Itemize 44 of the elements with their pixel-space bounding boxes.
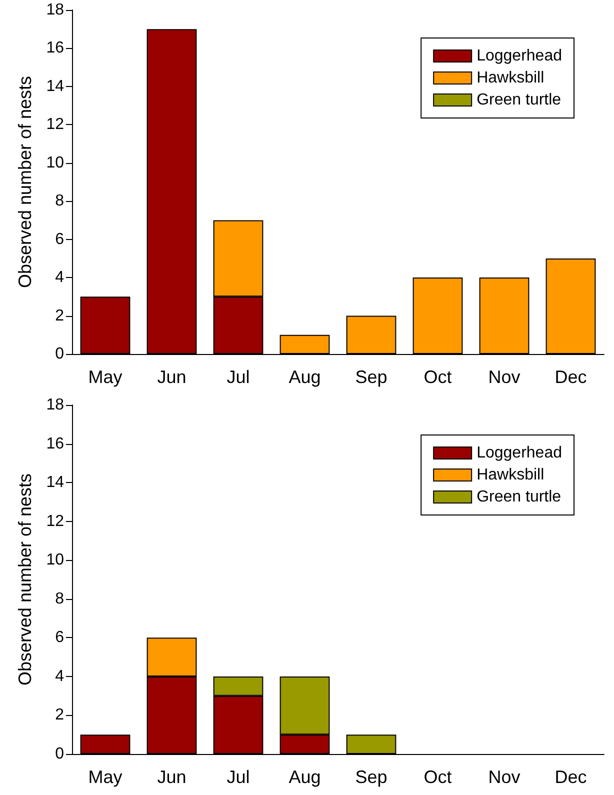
y-tick-label: 18 — [46, 396, 64, 414]
x-tick-label: May — [88, 367, 122, 387]
y-tick-label: 4 — [55, 269, 64, 286]
y-tick-label: 2 — [55, 307, 64, 324]
y-tick-label: 4 — [55, 668, 64, 685]
y-tick-label: 16 — [46, 40, 64, 57]
legend-label: Loggerhead — [476, 444, 562, 462]
x-tick-label: Nov — [488, 367, 520, 387]
x-tick-label: Oct — [424, 767, 452, 787]
y-axis-title: Observed number of nests — [15, 76, 35, 288]
x-tick-label: Jun — [157, 367, 186, 387]
y-tick-label: 10 — [46, 154, 64, 172]
x-tick-label: Sep — [355, 367, 388, 387]
y-axis-title: Observed number of nests — [15, 473, 35, 686]
y-tick-label: 12 — [46, 116, 64, 134]
legend-label: Hawksbill — [476, 466, 544, 484]
legend-label: Green turtle — [476, 488, 562, 506]
x-tick-label: Jul — [226, 767, 250, 787]
y-tick-label: 8 — [55, 192, 64, 210]
x-tick-label: Dec — [554, 367, 587, 387]
y-tick-label: 14 — [46, 474, 64, 492]
y-tick-label: 16 — [46, 435, 64, 452]
y-tick-label: 14 — [46, 78, 64, 95]
y-tick-label: 18 — [46, 2, 64, 18]
y-tick-label: 2 — [55, 706, 64, 724]
legend-label: Green turtle — [476, 92, 562, 108]
y-tick-label: 0 — [55, 346, 64, 362]
legend-label: Loggerhead — [476, 48, 562, 64]
x-tick-label: Aug — [288, 367, 321, 387]
x-tick-label: Jun — [157, 767, 186, 787]
x-tick-label: Jul — [226, 367, 250, 387]
y-tick-label: 8 — [55, 590, 64, 608]
x-tick-label: Oct — [424, 367, 452, 387]
y-tick-label: 6 — [55, 629, 64, 646]
x-tick-label: Nov — [488, 767, 520, 787]
x-tick-label: Aug — [288, 767, 321, 787]
y-tick-label: 10 — [46, 552, 64, 569]
x-tick-label: May — [88, 767, 122, 787]
y-tick-label: 12 — [46, 512, 64, 530]
x-tick-label: Dec — [554, 767, 587, 787]
legend-label: Hawksbill — [476, 70, 544, 86]
x-tick-label: Sep — [355, 767, 388, 787]
y-tick-label: 6 — [55, 230, 64, 248]
y-tick-label: 0 — [55, 746, 64, 762]
